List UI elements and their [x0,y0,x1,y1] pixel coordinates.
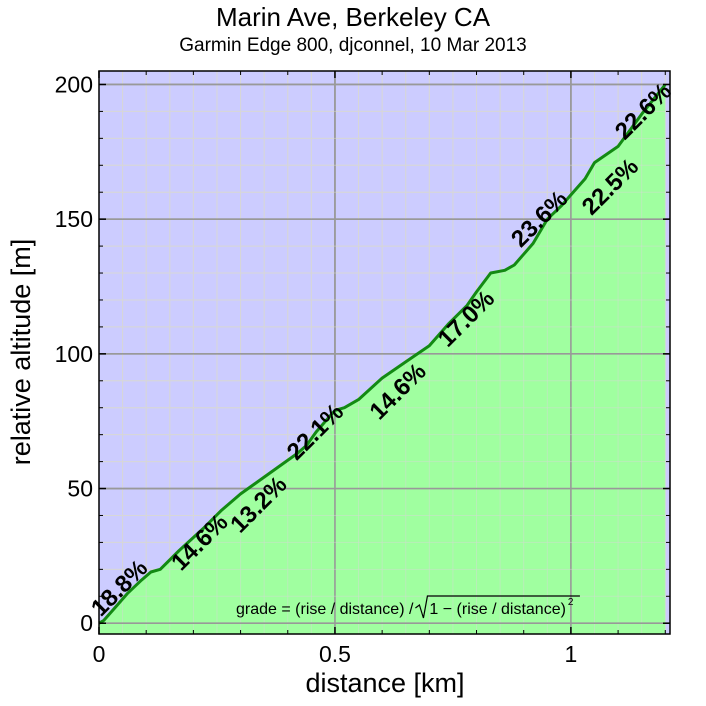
sqrt-sign [415,595,580,619]
formula-sqrt-body: 1 − (rise / distance) [429,601,566,618]
x-axis-label: distance [km] [305,668,464,698]
formula-prefix: grade = (rise / distance) / [236,601,414,618]
y-tick-label: 200 [55,71,93,97]
plot-frame [98,70,671,635]
chart-title: Marin Ave, Berkeley CA [215,2,491,32]
chart-subtitle: Garmin Edge 800, djconnel, 10 Mar 2013 [179,35,527,56]
y-tick-label: 150 [55,206,93,232]
y-tick-label: 0 [80,610,93,636]
y-tick-label: 50 [67,476,93,502]
x-tick-label: 1 [565,641,578,667]
altitude-line [98,83,667,625]
x-tick-label: 0 [93,641,106,667]
formula-exponent: 2 [568,597,574,608]
x-tick-label: 0.5 [319,641,351,667]
y-tick-label: 100 [55,341,93,367]
grade-formula: grade = (rise / distance) / 1 − (rise / … [236,595,580,619]
y-axis-label: relative altitude [m] [6,239,36,466]
altitude-fill [99,84,666,634]
